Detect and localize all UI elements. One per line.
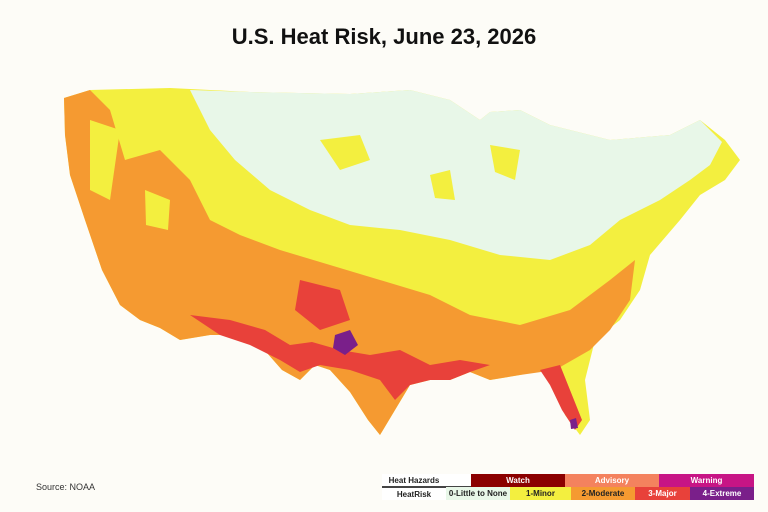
legend-moderate: 2-Moderate xyxy=(571,487,635,500)
heat-risk-map xyxy=(50,80,750,450)
map-title: U.S. Heat Risk, June 23, 2026 xyxy=(231,24,537,49)
major-south xyxy=(190,315,490,400)
legend-extreme: 4-Extreme xyxy=(690,487,754,500)
legend-little-to-none: 0-Little to None xyxy=(446,487,510,500)
moderate-west xyxy=(64,90,635,435)
source-note: Source: NOAA xyxy=(36,482,96,492)
legend-warning: Warning xyxy=(659,474,754,487)
legend-hazards-label: Heat Hazards xyxy=(382,474,446,487)
legend-advisory: Advisory xyxy=(565,474,659,487)
legend-major: 3-Major xyxy=(635,487,690,500)
legend-watch: Watch xyxy=(471,474,565,487)
legend-minor: 1-Minor xyxy=(510,487,571,500)
legend-hazards-row: Heat Hazards Watch Advisory Warning xyxy=(382,474,754,487)
legend: Heat Hazards Watch Advisory Warning Heat… xyxy=(382,474,754,500)
extreme-texas xyxy=(333,330,358,355)
legend-risk-row: HeatRisk 0-Little to None 1-Minor 2-Mode… xyxy=(382,487,754,500)
low-risk-zone xyxy=(190,90,722,260)
legend-risk-label: HeatRisk xyxy=(382,487,446,500)
